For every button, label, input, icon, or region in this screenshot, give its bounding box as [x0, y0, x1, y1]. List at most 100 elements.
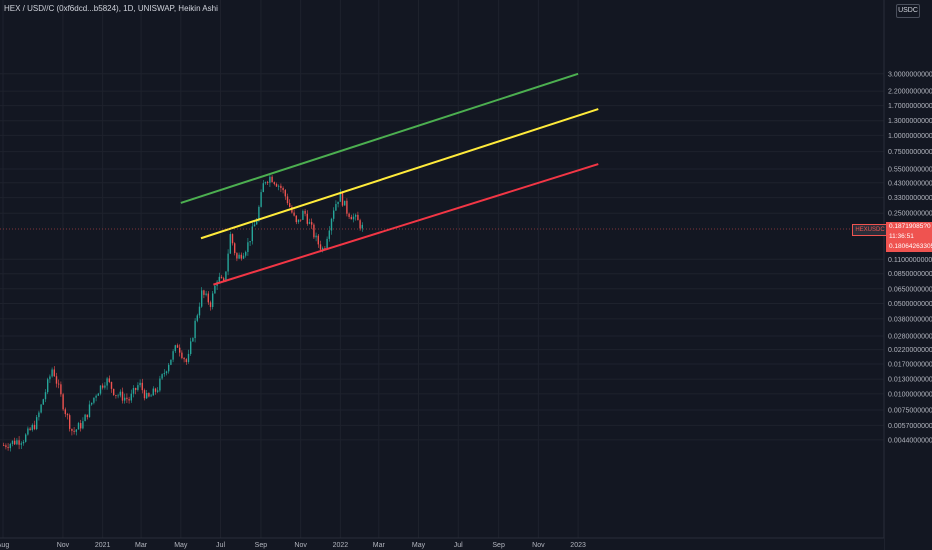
- candle-down: [64, 409, 66, 415]
- candle-up: [330, 218, 333, 231]
- candle-down: [143, 390, 146, 399]
- candle-up: [157, 390, 159, 392]
- candle-up: [139, 382, 141, 386]
- candle-down: [317, 235, 319, 245]
- candle-down: [346, 200, 348, 214]
- candle-up: [264, 182, 267, 184]
- candle-up: [218, 276, 220, 282]
- candle-down: [267, 182, 269, 183]
- candle-up: [95, 395, 97, 398]
- candle-up: [49, 376, 51, 380]
- candle-down: [71, 428, 73, 431]
- candle-down: [300, 219, 302, 221]
- candle-down: [29, 428, 31, 431]
- price-tick-label: 0.0044000000: [888, 437, 932, 444]
- candles: [3, 174, 363, 452]
- candle-down: [350, 216, 352, 220]
- candle-down: [357, 214, 359, 221]
- candle-up: [137, 385, 139, 390]
- candle-up: [44, 392, 47, 400]
- candle-down: [207, 293, 209, 303]
- candle-up: [190, 341, 192, 354]
- candle-down: [62, 394, 64, 410]
- candle-down: [128, 399, 130, 401]
- candle-up: [260, 192, 262, 207]
- time-tick-label: Nov: [532, 542, 545, 549]
- candle-down: [185, 359, 187, 363]
- candle-up: [51, 369, 53, 377]
- candle-up: [247, 242, 249, 252]
- candle-up: [196, 315, 198, 321]
- candle-down: [203, 290, 205, 295]
- candle-up: [256, 220, 258, 225]
- secondary-price: 0.18064263305: [889, 243, 932, 250]
- candle-down: [108, 378, 110, 382]
- candle-down: [14, 440, 16, 445]
- candle-down: [280, 185, 282, 189]
- price-tick-label: 0.0850000000: [888, 271, 932, 278]
- time-tick-label: Jul: [454, 542, 463, 549]
- candle-down: [295, 215, 297, 223]
- candle-up: [245, 251, 247, 256]
- price-tick-label: 0.0100000000: [888, 391, 932, 398]
- price-tick-label: 1.7000000000: [888, 103, 932, 110]
- time-tick-label: Sep: [492, 542, 505, 549]
- candle-up: [165, 371, 168, 374]
- yellow-trendline[interactable]: [200, 108, 599, 240]
- price-axis-labels[interactable]: 3.0000000000 2.2000000000 1.7000000000 1.30…: [888, 71, 932, 444]
- price-tick-label: 0.4300000000: [888, 180, 932, 187]
- candle-up: [150, 395, 152, 397]
- candle-down: [319, 244, 322, 250]
- candle-down: [284, 190, 286, 197]
- candle-down: [179, 347, 181, 353]
- candle-up: [315, 235, 317, 238]
- price-tick-label: 0.5500000000: [888, 166, 932, 173]
- price-tick-label: 0.0170000000: [888, 362, 932, 369]
- candle-up: [25, 434, 27, 442]
- candle-up: [308, 222, 311, 224]
- candle-down: [240, 254, 242, 259]
- price-tick-label: 0.3300000000: [888, 195, 932, 202]
- candle-up: [119, 391, 121, 396]
- candle-up: [20, 443, 22, 445]
- candle-down: [313, 224, 315, 238]
- candle-down: [69, 415, 71, 429]
- candle-up: [27, 428, 29, 435]
- candle-up: [170, 359, 172, 365]
- candle-down: [55, 376, 58, 384]
- candle-up: [333, 210, 335, 219]
- candle-down: [141, 382, 143, 391]
- time-axis-bg: [0, 538, 884, 550]
- red-trendline[interactable]: [213, 163, 599, 286]
- candle-up: [82, 421, 84, 429]
- candle-down: [234, 243, 236, 254]
- candle-up: [249, 241, 251, 243]
- candle-down: [293, 212, 295, 216]
- time-axis-labels[interactable]: Aug Nov 2021 Mar May Jul Sep Nov 2022 Mar May Jul Se…: [0, 542, 586, 549]
- candle-down: [324, 248, 326, 249]
- candle-up: [225, 271, 227, 281]
- candle-down: [80, 423, 82, 429]
- candle-up: [269, 176, 271, 183]
- candle-down: [304, 210, 306, 214]
- candle-down: [289, 203, 291, 208]
- price-tick-label: 1.0000000000: [888, 133, 932, 140]
- candle-down: [60, 384, 62, 395]
- currency-button[interactable]: USDC: [896, 4, 920, 18]
- candle-down: [113, 388, 115, 395]
- candle-up: [328, 230, 330, 239]
- time-tick-label: Nov: [294, 542, 307, 549]
- candle-up: [187, 353, 190, 363]
- candle-up: [40, 404, 42, 413]
- price-tick-label: 0.0500000000: [888, 301, 932, 308]
- candle-down: [58, 383, 60, 385]
- candle-down: [282, 188, 284, 191]
- price-tick-label: 3.0000000000: [888, 71, 932, 78]
- candle-down: [231, 234, 234, 244]
- green-trendline[interactable]: [180, 72, 579, 204]
- candle-up: [198, 306, 201, 316]
- candle-down: [273, 182, 275, 184]
- candle-down: [223, 278, 225, 281]
- time-tick-label: Aug: [0, 542, 9, 549]
